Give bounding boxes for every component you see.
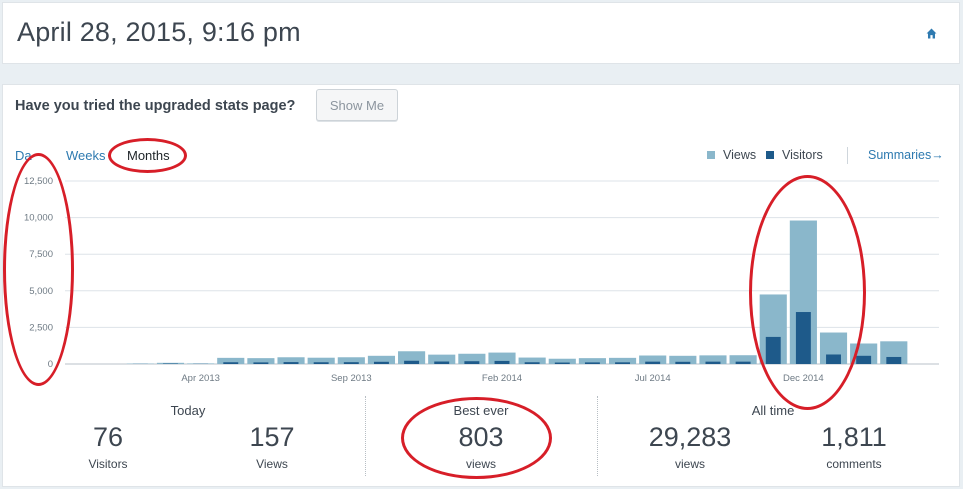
- today-views-value: 157: [249, 422, 295, 452]
- stats-card: Have you tried the upgraded stats page? …: [2, 84, 960, 487]
- visitors-bar[interactable]: [615, 362, 631, 364]
- x-tick-label: Apr 2013: [181, 373, 220, 384]
- visitors-bar[interactable]: [434, 361, 450, 364]
- home-icon[interactable]: [926, 28, 937, 39]
- all-time-comments-label: comments: [826, 457, 882, 471]
- views-bar[interactable]: [578, 358, 606, 364]
- views-bar[interactable]: [669, 355, 697, 364]
- y-tick-label: 10,000: [24, 213, 53, 224]
- all-time-views-value: 29,283: [648, 422, 732, 452]
- visitors-bar[interactable]: [253, 362, 269, 364]
- views-bar[interactable]: [247, 358, 275, 364]
- today-visitors-value: 76: [92, 422, 124, 452]
- all-time-comments-value: 1,811: [821, 422, 887, 452]
- legend-visitors-label: Visitors: [782, 148, 823, 162]
- visitors-bar[interactable]: [494, 360, 510, 364]
- upgrade-prompt: Have you tried the upgraded stats page?: [15, 98, 296, 114]
- y-tick-label: 5,000: [29, 286, 53, 297]
- views-bar[interactable]: [699, 355, 727, 364]
- legend-views-swatch: [707, 151, 715, 159]
- views-bar[interactable]: [548, 358, 576, 364]
- best-ever-value: 803: [458, 422, 504, 452]
- visitors-bar[interactable]: [404, 360, 420, 364]
- header-card: April 28, 2015, 9:16 pm: [2, 2, 960, 64]
- show-me-button[interactable]: Show Me: [316, 89, 398, 121]
- views-bar[interactable]: [367, 355, 396, 364]
- views-bar[interactable]: [518, 357, 546, 364]
- visitors-bar[interactable]: [283, 362, 299, 364]
- x-tick-label: Dec 2014: [783, 373, 824, 384]
- visitors-bar[interactable]: [705, 361, 721, 364]
- legend-divider: [847, 147, 848, 164]
- x-tick-label: Feb 2014: [482, 373, 522, 384]
- views-bar[interactable]: [187, 363, 215, 364]
- visitors-bar[interactable]: [343, 362, 359, 364]
- views-bar[interactable]: [428, 354, 456, 364]
- visitors-bar[interactable]: [464, 361, 480, 364]
- legend-visitors-swatch: [766, 151, 774, 159]
- y-tick-label: 2,500: [29, 322, 53, 333]
- visitors-bar[interactable]: [313, 362, 329, 364]
- visitors-bar[interactable]: [826, 354, 841, 364]
- visitors-bar[interactable]: [886, 356, 902, 364]
- views-bar[interactable]: [277, 357, 305, 364]
- tab-days[interactable]: Da: [15, 148, 32, 163]
- views-bar[interactable]: [639, 355, 667, 364]
- visitors-bar[interactable]: [554, 362, 570, 364]
- best-ever-heading: Best ever: [453, 403, 509, 418]
- visitors-bar[interactable]: [795, 312, 811, 364]
- visitors-bar[interactable]: [645, 361, 661, 364]
- views-bar[interactable]: [156, 362, 185, 364]
- views-bar[interactable]: [608, 357, 637, 364]
- views-bar[interactable]: [337, 357, 365, 364]
- views-bar[interactable]: [217, 357, 245, 364]
- summary-divider: [597, 396, 598, 476]
- y-tick-label: 12,500: [24, 176, 53, 187]
- summary-divider: [365, 396, 366, 476]
- today-views-label: Views: [256, 457, 288, 471]
- x-tick-label: Sep 2013: [331, 373, 372, 384]
- visitors-bar[interactable]: [584, 362, 600, 364]
- visitors-bar[interactable]: [675, 361, 691, 364]
- tab-weeks[interactable]: Weeks: [66, 148, 106, 163]
- views-bar[interactable]: [488, 352, 516, 364]
- legend-views-label: Views: [723, 148, 757, 162]
- best-ever-label: views: [465, 457, 496, 471]
- chart-bars[interactable]: [126, 220, 908, 364]
- y-tick-label: 0: [48, 359, 53, 370]
- views-bar[interactable]: [307, 357, 335, 364]
- x-tick-label: Jul 2014: [635, 373, 671, 384]
- visitors-bar[interactable]: [223, 362, 239, 364]
- visitors-bar[interactable]: [373, 361, 389, 364]
- all-time-heading: All time: [751, 403, 795, 418]
- visitors-bar[interactable]: [765, 336, 781, 364]
- page-title: April 28, 2015, 9:16 pm: [17, 17, 301, 47]
- chart-y-ticks: 0 2,500 5,000 7,500 10,000 12,500: [24, 176, 53, 370]
- visitors-bar[interactable]: [735, 361, 751, 364]
- summary-row: Today 76 Visitors 157 Views Best ever 80…: [3, 390, 959, 480]
- visitors-bar[interactable]: [856, 355, 872, 364]
- summaries-link[interactable]: Summaries→: [868, 148, 944, 162]
- views-bar[interactable]: [729, 355, 757, 364]
- views-bar[interactable]: [458, 353, 486, 364]
- chart-x-ticks: Apr 2013 Sep 2013 Feb 2014 Jul 2014 Dec 2014: [181, 373, 823, 384]
- tab-months[interactable]: Months: [127, 148, 170, 163]
- stats-chart: 0 2,500 5,000 7,500 10,000 12,500 Apr 2013 Sep…: [24, 176, 939, 384]
- today-visitors-label: Visitors: [88, 457, 128, 471]
- all-time-views-label: views: [674, 457, 705, 471]
- y-tick-label: 7,500: [29, 249, 53, 260]
- today-heading: Today: [170, 403, 206, 418]
- visitors-bar[interactable]: [524, 362, 540, 364]
